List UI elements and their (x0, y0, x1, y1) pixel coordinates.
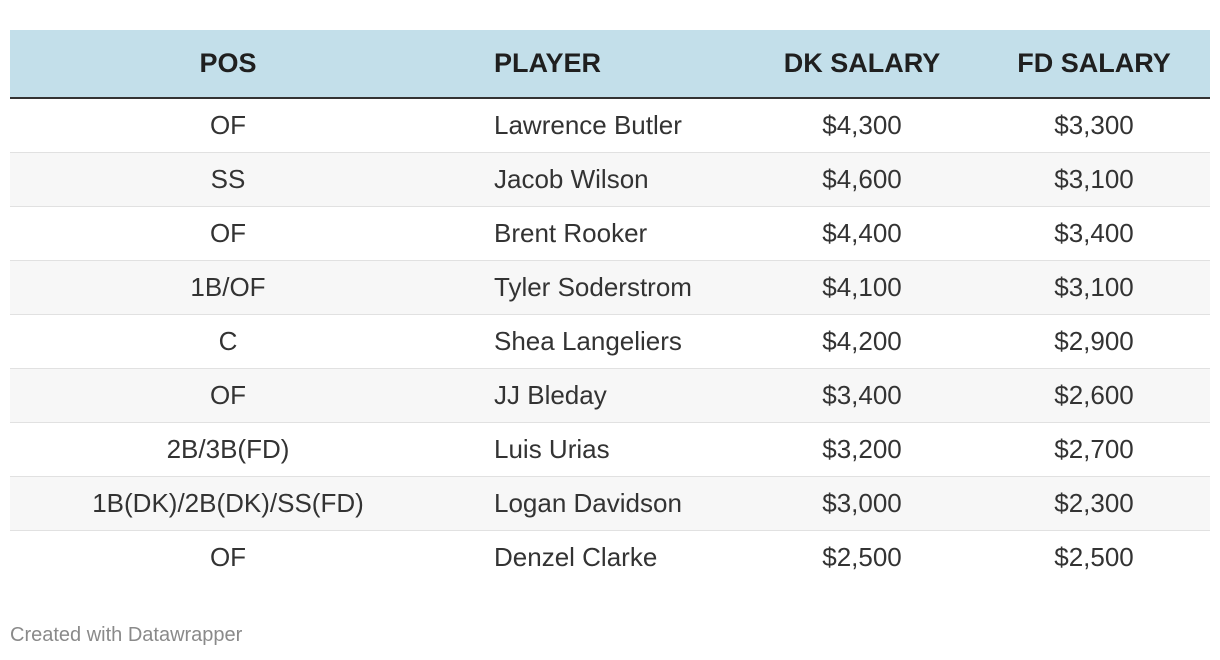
table-header: POS PLAYER DK SALARY FD SALARY (10, 30, 1210, 99)
salary-table: POS PLAYER DK SALARY FD SALARY OF Lawren… (10, 30, 1210, 584)
cell-dk-salary: $4,100 (746, 260, 978, 315)
cell-dk-salary: $3,200 (746, 422, 978, 477)
cell-fd-salary: $3,400 (978, 206, 1210, 261)
cell-player: Tyler Soderstrom (446, 260, 746, 315)
cell-player: Jacob Wilson (446, 152, 746, 207)
table-row: C Shea Langeliers $4,200 $2,900 (10, 314, 1210, 369)
cell-pos: SS (10, 152, 446, 207)
table-row: 1B/OF Tyler Soderstrom $4,100 $3,100 (10, 260, 1210, 315)
cell-fd-salary: $2,600 (978, 368, 1210, 423)
cell-player: Shea Langeliers (446, 314, 746, 369)
cell-pos: OF (10, 98, 446, 153)
cell-player: JJ Bleday (446, 368, 746, 423)
cell-dk-salary: $4,400 (746, 206, 978, 261)
cell-pos: 1B/OF (10, 260, 446, 315)
cell-fd-salary: $2,700 (978, 422, 1210, 477)
cell-pos: 2B/3B(FD) (10, 422, 446, 477)
table-row: OF JJ Bleday $3,400 $2,600 (10, 368, 1210, 423)
cell-pos: OF (10, 368, 446, 423)
cell-fd-salary: $2,900 (978, 314, 1210, 369)
cell-fd-salary: $3,300 (978, 98, 1210, 153)
cell-dk-salary: $4,200 (746, 314, 978, 369)
cell-player: Brent Rooker (446, 206, 746, 261)
header-pos: POS (10, 30, 446, 99)
cell-fd-salary: $2,500 (1054, 541, 1134, 572)
table-row: OF Brent Rooker $4,400 $3,400 (10, 206, 1210, 261)
header-row: POS PLAYER DK SALARY FD SALARY (10, 30, 1210, 99)
cell-dk-salary: $2,500 (822, 541, 902, 572)
table-row: SS Jacob Wilson $4,600 $3,100 (10, 152, 1210, 207)
cell-player: Denzel Clarke (494, 541, 658, 572)
table-row: OF Lawrence Butler $4,300 $3,300 (10, 98, 1210, 153)
cell-dk-salary: $3,400 (746, 368, 978, 423)
table-row: 1B(DK)/2B(DK)/SS(FD) Logan Davidson $3,0… (10, 476, 1210, 531)
datawrapper-credit[interactable]: Created with Datawrapper (10, 624, 243, 646)
header-dk-salary: DK SALARY (746, 30, 978, 99)
cell-pos: 1B(DK)/2B(DK)/SS(FD) (10, 476, 446, 531)
cell-player: Lawrence Butler (446, 98, 746, 153)
cell-dk-salary: $4,300 (746, 98, 978, 153)
table-body: OF Lawrence Butler $4,300 $3,300 SS Jaco… (10, 98, 1210, 584)
cell-dk-salary: $4,600 (746, 152, 978, 207)
header-player: PLAYER (446, 30, 746, 99)
cell-player: Luis Urias (446, 422, 746, 477)
cell-fd-salary: $2,300 (978, 476, 1210, 531)
cell-player: Logan Davidson (446, 476, 746, 531)
cell-pos: OF (209, 541, 247, 572)
table-row: OF Denzel Clarke $2,500 $2,500 (10, 530, 1210, 584)
cell-fd-salary: $3,100 (978, 260, 1210, 315)
table-row: 2B/3B(FD) Luis Urias $3,200 $2,700 (10, 422, 1210, 477)
cell-dk-salary: $3,000 (746, 476, 978, 531)
cell-pos: OF (10, 206, 446, 261)
header-fd-salary: FD SALARY (978, 30, 1210, 99)
cell-fd-salary: $3,100 (978, 152, 1210, 207)
salary-table-container: POS PLAYER DK SALARY FD SALARY OF Lawren… (10, 30, 1210, 584)
cell-pos: C (10, 314, 446, 369)
